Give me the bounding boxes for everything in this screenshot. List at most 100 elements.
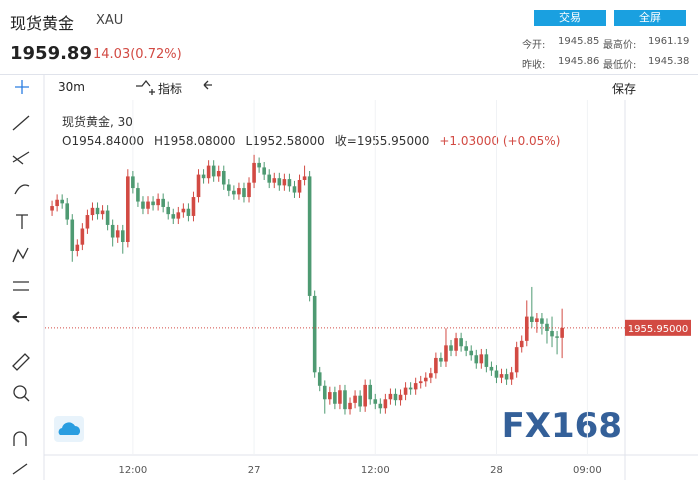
- candle-body: [484, 354, 489, 367]
- candle-body: [388, 393, 393, 400]
- indicators-button[interactable]: 指标: [158, 82, 183, 96]
- candle-body: [499, 374, 504, 378]
- stat-label: 今开:: [522, 40, 546, 51]
- stat-label: 最高价:: [603, 40, 637, 51]
- candle-body: [373, 399, 378, 404]
- candle-body: [403, 387, 408, 395]
- candle-body: [474, 355, 479, 364]
- candle-body: [540, 318, 544, 324]
- save-button[interactable]: 保存: [612, 82, 637, 96]
- candle-body: [469, 350, 474, 356]
- candle-body: [282, 179, 287, 186]
- logo-icon: [58, 422, 81, 435]
- drawing-tools[interactable]: [12, 79, 212, 475]
- candle-body: [464, 346, 468, 351]
- candle-body: [418, 381, 423, 384]
- candle-body: [186, 208, 191, 216]
- candle-body: [100, 210, 105, 215]
- candle-body: [328, 392, 332, 400]
- candle-body: [221, 171, 226, 185]
- candle-body: [524, 316, 529, 341]
- symbol: XAU: [96, 13, 124, 28]
- candle-body: [287, 179, 292, 187]
- candle-body: [70, 219, 75, 251]
- candle-body: [176, 212, 181, 219]
- candle-body: [126, 176, 130, 242]
- candle-body: [322, 385, 327, 400]
- trade-button[interactable]: 交易: [534, 10, 606, 26]
- candle-body: [343, 390, 347, 410]
- candle-body: [459, 338, 463, 347]
- candle-body: [156, 198, 160, 206]
- candle-body: [489, 366, 494, 371]
- candle-body: [363, 384, 367, 407]
- candle-body: [110, 224, 115, 238]
- stat-label: 最低价:: [603, 60, 637, 71]
- candle-body: [317, 372, 322, 386]
- candle-body: [449, 345, 453, 351]
- candle-body: [120, 230, 125, 242]
- ohlc-legend: L1952.58000: [246, 134, 325, 148]
- candle-body: [398, 394, 403, 401]
- candle-body: [211, 165, 216, 177]
- candle-body: [95, 207, 100, 215]
- candle-body: [136, 188, 140, 202]
- candle-body: [358, 395, 362, 407]
- candle-body: [85, 215, 90, 229]
- candle-body: [550, 330, 554, 337]
- candle-body: [434, 357, 438, 374]
- last-price-box: [625, 319, 691, 336]
- candle-body: [297, 179, 302, 193]
- x-tick-label: 12:00: [118, 465, 147, 476]
- divider: [0, 74, 698, 75]
- ohlc-legend: O1954.84000: [62, 134, 144, 148]
- candle-body: [383, 399, 388, 409]
- candle-body: [131, 176, 135, 189]
- candle-body: [333, 392, 337, 404]
- stat-value: 1945.86: [558, 56, 600, 67]
- last-price-label: 1955.95000: [628, 324, 688, 335]
- fullscreen-button[interactable]: 全屏: [614, 10, 686, 26]
- candle-body: [55, 199, 59, 207]
- candle-body: [413, 383, 418, 390]
- candle-body: [191, 197, 196, 216]
- candle-body: [454, 338, 458, 351]
- candle-body: [267, 174, 272, 183]
- stat-value: 1961.19: [648, 36, 690, 47]
- candle-body: [479, 354, 484, 364]
- change: 14.03(0.72%): [93, 47, 182, 62]
- candle-body: [141, 201, 145, 209]
- candle-body: [80, 228, 85, 245]
- candle-body: [277, 178, 282, 186]
- ohlc-legend: +1.03000 (+0.05%): [439, 134, 560, 148]
- candle-body: [560, 327, 564, 338]
- candle-body: [312, 295, 317, 373]
- candle-body: [50, 206, 54, 211]
- candle-body: [494, 370, 499, 378]
- candle-body: [65, 203, 70, 220]
- candle-body: [206, 165, 211, 179]
- candle-body: [307, 176, 312, 296]
- candle-body: [439, 357, 443, 362]
- title: 现货黄金: [10, 14, 75, 33]
- candle-body: [181, 208, 186, 213]
- candle-body: [161, 198, 165, 207]
- stat-value: 1945.85: [558, 36, 600, 47]
- ohlc-legend: 收=1955.95000: [335, 134, 430, 148]
- candle-body: [262, 167, 266, 175]
- candle-body: [378, 403, 383, 409]
- interval-button[interactable]: 30m: [58, 80, 85, 94]
- candle-body: [353, 395, 357, 403]
- stat-value: 1945.38: [648, 56, 690, 67]
- candle-body: [216, 171, 221, 177]
- candle-body: [115, 230, 120, 238]
- candle-body: [292, 186, 297, 193]
- chart-title: 现货黄金, 30: [62, 114, 133, 129]
- ohlc-legend: H1958.08000: [154, 134, 236, 148]
- candle-body: [242, 188, 246, 198]
- candle-body: [237, 188, 241, 195]
- candle-body: [201, 174, 206, 179]
- candle-body: [232, 190, 236, 195]
- candle-body: [171, 214, 176, 219]
